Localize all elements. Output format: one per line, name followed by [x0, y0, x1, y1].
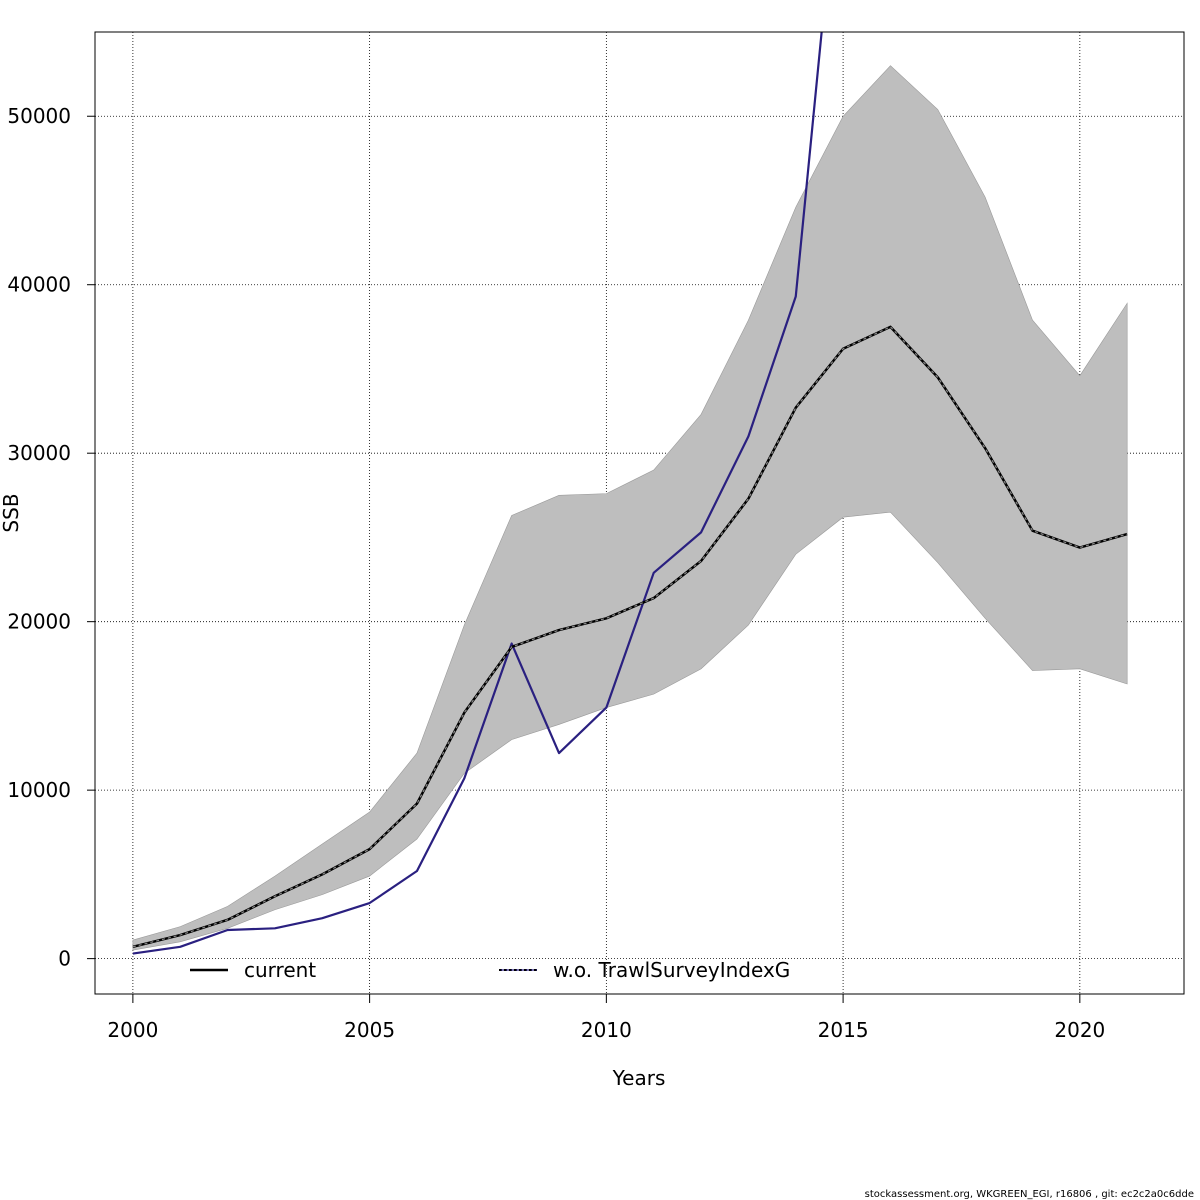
- y-axis: 0 10000 20000 30000 40000 50000: [7, 104, 95, 971]
- confidence-band: [132, 65, 1128, 951]
- y-tick-label-0: 0: [58, 947, 71, 971]
- x-tick-label-0: 2000: [107, 1018, 158, 1042]
- legend-label-current: current: [244, 958, 316, 982]
- confidence-band-layer: [132, 65, 1128, 951]
- series-line-current-dash: [132, 326, 1128, 948]
- series-layer: [132, 32, 1128, 955]
- legend-label-wo-trawl: w.o. TrawlSurveyIndexG: [553, 958, 790, 982]
- y-tick-label-3: 30000: [7, 441, 71, 465]
- series-line-wo-trawl: [132, 32, 823, 955]
- plot-frame: [94, 31, 1185, 995]
- y-tick-label-1: 10000: [7, 778, 71, 802]
- y-tick-label-2: 20000: [7, 610, 71, 634]
- x-tick-label-2: 2010: [581, 1018, 632, 1042]
- y-axis-label: SSB: [0, 493, 23, 532]
- footer-credit: stockassessment.org, WKGREEN_EGI, r16806…: [865, 1189, 1194, 1200]
- x-axis: 2000 2005 2010 2015 2020: [107, 994, 1105, 1042]
- x-tick-label-3: 2015: [818, 1018, 869, 1042]
- x-tick-label-4: 2020: [1054, 1018, 1105, 1042]
- legend: current w.o. TrawlSurveyIndexG: [190, 958, 790, 982]
- y-tick-label-4: 40000: [7, 273, 71, 297]
- y-tick-label-5: 50000: [7, 104, 71, 128]
- x-axis-label: Years: [612, 1066, 666, 1090]
- x-tick-label-1: 2005: [344, 1018, 395, 1042]
